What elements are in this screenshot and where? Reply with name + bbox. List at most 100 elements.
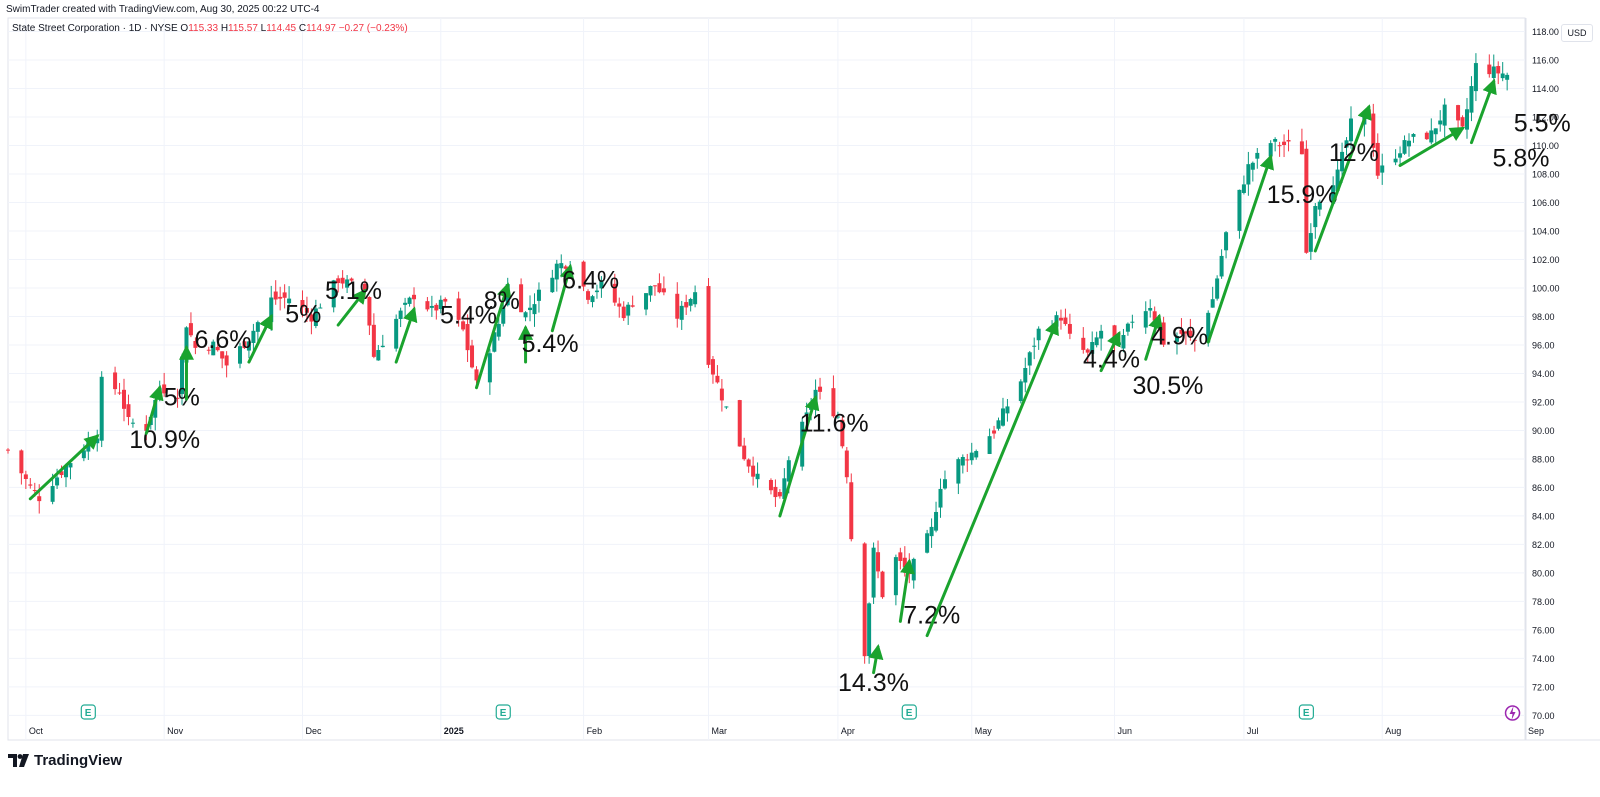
- candle-body[interactable]: [309, 314, 314, 322]
- candle-body[interactable]: [144, 424, 149, 431]
- candle-body[interactable]: [349, 278, 354, 281]
- candle-body[interactable]: [487, 353, 492, 383]
- candle-body[interactable]: [215, 346, 220, 351]
- candle-body[interactable]: [318, 307, 323, 309]
- candle-body[interactable]: [1192, 339, 1197, 341]
- candle-body[interactable]: [32, 490, 37, 492]
- candle-body[interactable]: [1460, 117, 1465, 127]
- candle-body[interactable]: [777, 492, 782, 497]
- move-arrow[interactable]: [336, 288, 367, 327]
- candle-body[interactable]: [871, 547, 876, 598]
- candle-body[interactable]: [1273, 139, 1278, 142]
- candle-body[interactable]: [1317, 201, 1322, 210]
- candle-body[interactable]: [612, 283, 617, 303]
- candle-body[interactable]: [64, 465, 69, 478]
- candle-body[interactable]: [1308, 233, 1313, 252]
- candle-body[interactable]: [715, 375, 720, 383]
- candle-body[interactable]: [724, 406, 729, 408]
- candle-body[interactable]: [282, 292, 287, 298]
- candle-body[interactable]: [55, 477, 60, 486]
- candle-body[interactable]: [706, 286, 711, 365]
- candle-body[interactable]: [394, 318, 399, 349]
- move-arrow[interactable]: [925, 319, 1059, 638]
- candle-body[interactable]: [345, 279, 350, 288]
- candle-body[interactable]: [1371, 113, 1376, 148]
- move-arrow[interactable]: [144, 384, 164, 435]
- candle-body[interactable]: [99, 376, 104, 441]
- candle-body[interactable]: [925, 533, 930, 553]
- candle-body[interactable]: [1304, 148, 1309, 253]
- candle-body[interactable]: [528, 307, 533, 311]
- candle-body[interactable]: [1500, 73, 1505, 79]
- candle-body[interactable]: [153, 400, 158, 418]
- candle-body[interactable]: [1424, 132, 1429, 140]
- move-arrow[interactable]: [1469, 78, 1497, 145]
- move-arrow[interactable]: [1206, 154, 1274, 344]
- candle-body[interactable]: [1224, 232, 1229, 251]
- candle-body[interactable]: [50, 486, 55, 502]
- candle-body[interactable]: [693, 292, 698, 305]
- candle-body[interactable]: [1152, 311, 1157, 321]
- candle-body[interactable]: [193, 341, 198, 348]
- candle-body[interactable]: [679, 305, 684, 320]
- move-arrow[interactable]: [868, 644, 884, 675]
- candle-body[interactable]: [300, 300, 305, 308]
- candle-body[interactable]: [942, 479, 947, 489]
- candle-body[interactable]: [1335, 169, 1340, 192]
- candle-body[interactable]: [1036, 328, 1041, 341]
- candle-body[interactable]: [251, 330, 256, 343]
- candle-body[interactable]: [835, 416, 840, 418]
- candle-body[interactable]: [380, 345, 385, 348]
- candle-body[interactable]: [862, 543, 867, 657]
- candle-body[interactable]: [1464, 109, 1469, 130]
- candle-body[interactable]: [398, 310, 403, 319]
- candle-body[interactable]: [1219, 255, 1224, 277]
- candle-body[interactable]: [23, 474, 28, 480]
- candle-body[interactable]: [362, 283, 367, 291]
- candle-body[interactable]: [536, 289, 541, 301]
- candle-body[interactable]: [242, 341, 247, 349]
- candle-body[interactable]: [804, 412, 809, 416]
- candle-body[interactable]: [648, 285, 653, 296]
- candle-body[interactable]: [1174, 335, 1179, 342]
- candle-body[interactable]: [590, 296, 595, 303]
- currency-button[interactable]: USD: [1561, 24, 1593, 42]
- move-arrow[interactable]: [394, 306, 418, 364]
- candle-body[interactable]: [818, 386, 823, 392]
- candle-body[interactable]: [331, 280, 336, 308]
- candle-body[interactable]: [68, 463, 73, 468]
- candle-body[interactable]: [37, 496, 42, 502]
- candle-body[interactable]: [1237, 189, 1242, 231]
- candle-body[interactable]: [425, 301, 430, 310]
- candle-body[interactable]: [1121, 334, 1126, 349]
- candle-body[interactable]: [1313, 206, 1318, 228]
- candle-body[interactable]: [1210, 299, 1215, 308]
- candle-body[interactable]: [313, 308, 318, 327]
- candle-body[interactable]: [1268, 143, 1273, 157]
- candle-body[interactable]: [438, 299, 443, 310]
- candle-body[interactable]: [581, 261, 586, 287]
- candle-body[interactable]: [996, 420, 1001, 429]
- candle-body[interactable]: [1277, 145, 1282, 147]
- candle-body[interactable]: [710, 359, 715, 375]
- plot-area[interactable]: [7, 17, 1526, 741]
- earnings-e-icon[interactable]: [80, 704, 96, 720]
- candle-body[interactable]: [340, 277, 345, 284]
- symbol-legend[interactable]: State Street Corporation · 1D · NYSE O11…: [12, 23, 408, 34]
- candle-body[interactable]: [1380, 165, 1385, 173]
- move-arrow[interactable]: [550, 263, 575, 333]
- move-arrow[interactable]: [474, 282, 512, 390]
- candle-body[interactable]: [831, 388, 836, 417]
- candle-body[interactable]: [412, 294, 417, 300]
- candle-body[interactable]: [657, 283, 662, 293]
- candle-body[interactable]: [1286, 140, 1291, 142]
- candle-body[interactable]: [206, 349, 211, 351]
- candle-body[interactable]: [443, 298, 448, 302]
- candle-body[interactable]: [956, 459, 961, 484]
- candle-body[interactable]: [1282, 141, 1287, 146]
- candle-body[interactable]: [675, 293, 680, 319]
- candle-body[interactable]: [1442, 104, 1447, 126]
- candle-body[interactable]: [773, 486, 778, 498]
- candle-body[interactable]: [211, 341, 216, 356]
- candle-body[interactable]: [719, 388, 724, 401]
